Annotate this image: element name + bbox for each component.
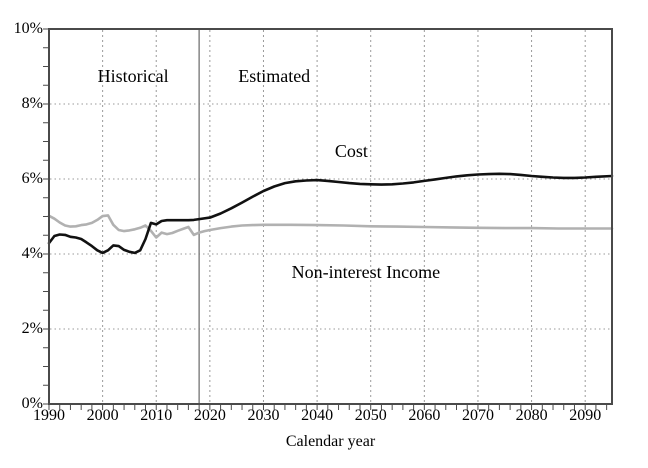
annotation-cost-series-label: Cost — [334, 140, 368, 161]
axis-ticks — [43, 28, 608, 410]
x-tick-label: 2040 — [301, 407, 334, 424]
y-tick-label: 2% — [21, 320, 43, 337]
gridlines — [50, 30, 611, 403]
x-tick-label: 2020 — [193, 407, 226, 424]
x-tick-label: 2030 — [247, 407, 280, 424]
series-lines — [47, 172, 614, 255]
annotation-historical: Historical — [97, 65, 169, 86]
x-tick-label: 1990 — [33, 407, 65, 424]
y-tick-label: 4% — [21, 245, 43, 262]
y-tick-label: 8% — [21, 95, 43, 112]
y-tick-label: 6% — [21, 170, 43, 187]
x-tick-label: 2010 — [140, 407, 173, 424]
annotation-estimated: Estimated — [238, 65, 311, 86]
series-line-non-interest-income — [47, 214, 614, 239]
x-tick-label: 2080 — [515, 407, 548, 424]
annotation-non-interest-income-series-label: Non-interest Income — [291, 262, 441, 283]
x-axis-title: Calendar year — [285, 433, 376, 450]
plot-frame — [48, 28, 613, 405]
x-tick-label: 2070 — [461, 407, 494, 424]
x-tick-label: 2060 — [408, 407, 441, 424]
y-tick-label: 0% — [21, 395, 43, 412]
y-tick-label: 10% — [13, 20, 43, 37]
series-line-cost — [47, 172, 614, 255]
x-tick-label: 2050 — [354, 407, 387, 424]
x-tick-label: 2000 — [86, 407, 119, 424]
x-tick-label: 2090 — [569, 407, 602, 424]
